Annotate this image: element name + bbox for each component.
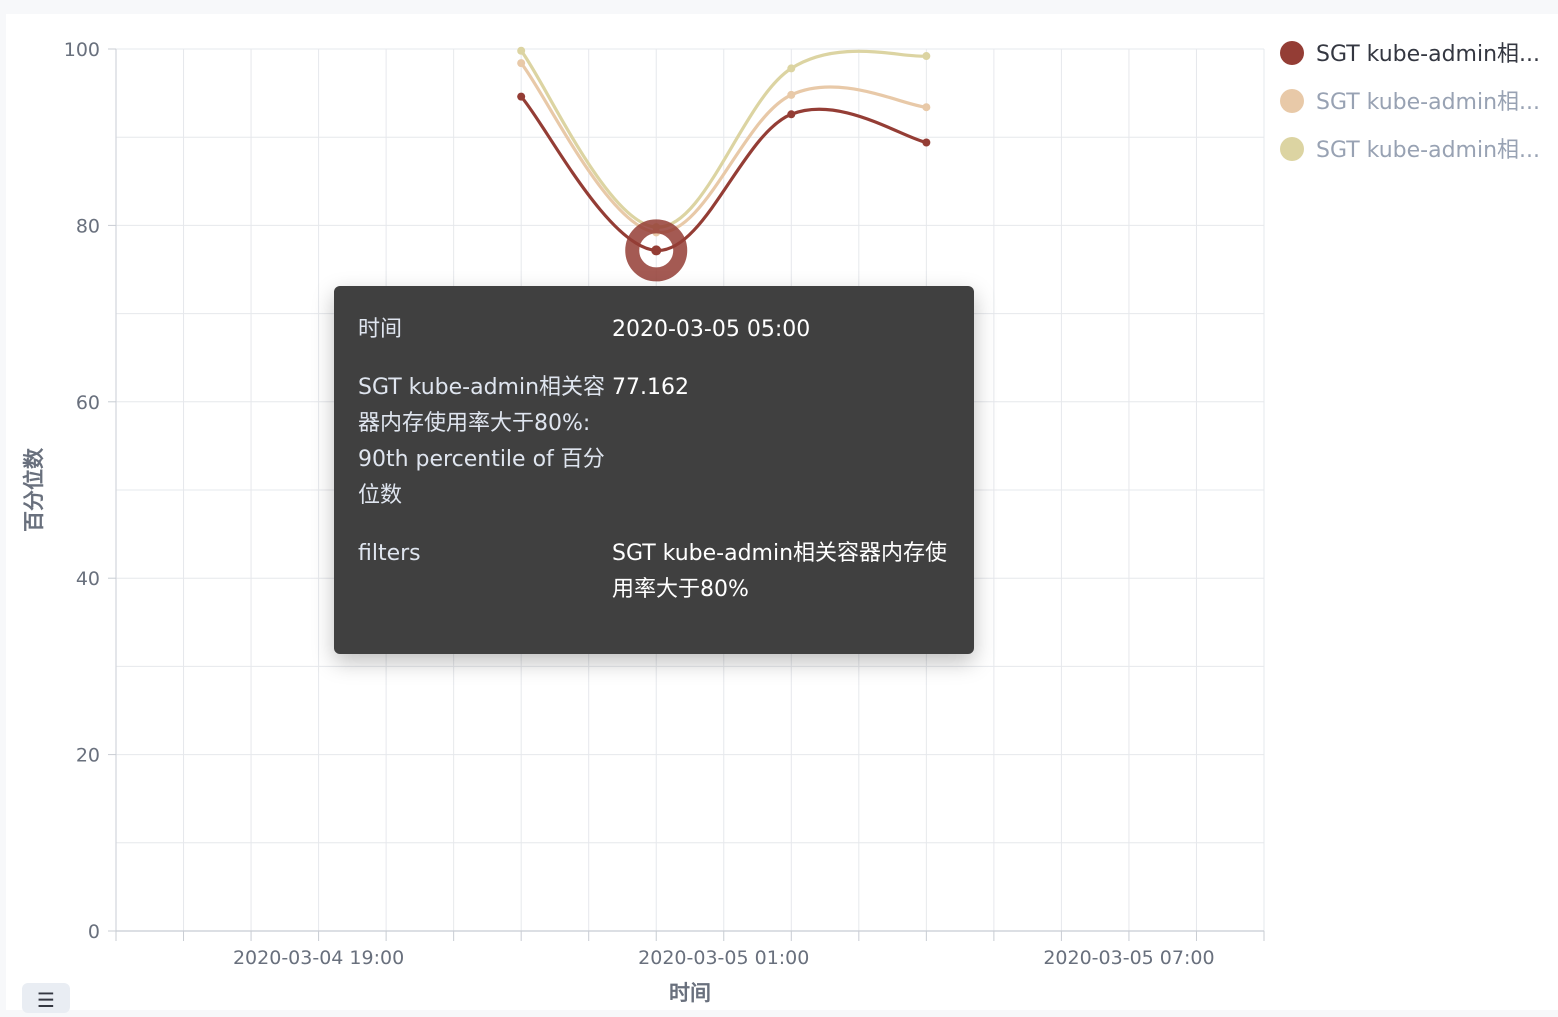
tooltip-key: 时间 <box>358 317 403 342</box>
tooltip: 时间 2020-03-05 05:00 SGT kube-admin相关容器内存… <box>334 286 974 654</box>
x-tick-label: 2020-03-05 07:00 <box>1043 947 1214 969</box>
legend-swatch <box>1280 89 1304 113</box>
tooltip-value: SGT kube-admin相关容器内存使用率大于80% <box>612 541 948 602</box>
series-line <box>519 49 928 229</box>
series-line <box>519 61 928 235</box>
legend-swatch <box>1280 41 1304 65</box>
tooltip-value: 2020-03-05 05:00 <box>612 317 811 342</box>
y-tick-label: 20 <box>76 745 100 767</box>
y-tick-label: 0 <box>88 921 100 943</box>
x-tick-label: 2020-03-05 01:00 <box>638 947 809 969</box>
tooltip-key: filters <box>358 541 421 566</box>
tooltip-row-series: SGT kube-admin相关容器内存使用率大于80%: 90th perce… <box>358 370 950 514</box>
highlight-point <box>651 245 662 256</box>
tooltip-key: SGT kube-admin相关容器内存使用率大于80%: 90th perce… <box>358 375 606 508</box>
legend-label: SGT kube-admin相... <box>1316 42 1540 67</box>
legend-label: SGT kube-admin相... <box>1316 138 1540 163</box>
y-tick-label: 60 <box>76 392 100 414</box>
data-point <box>922 52 931 61</box>
tooltip-row-filters: filters SGT kube-admin相关容器内存使用率大于80% <box>358 536 950 608</box>
data-point <box>787 90 796 99</box>
data-point <box>517 46 526 55</box>
series-line <box>519 95 928 253</box>
x-axis-title: 时间 <box>669 981 711 1005</box>
chart-axes: 0 20 40 60 80 100 2020-03-04 19:00 2020-03-05 0… <box>22 39 1265 1005</box>
data-point <box>517 59 526 68</box>
list-icon: ☰ <box>37 988 55 1012</box>
legend-toggle-button[interactable]: ☰ <box>22 983 70 1013</box>
chart-series <box>517 46 931 282</box>
legend-label: SGT kube-admin相... <box>1316 90 1540 115</box>
y-tick-label: 40 <box>76 568 100 590</box>
legend-swatch <box>1280 137 1304 161</box>
highlight-ring <box>625 219 688 282</box>
data-point <box>922 103 931 112</box>
data-point <box>787 110 796 119</box>
x-tick-label: 2020-03-04 19:00 <box>233 947 404 969</box>
tooltip-value: 77.162 <box>612 375 689 400</box>
y-tick-label: 100 <box>64 39 100 61</box>
data-point <box>787 64 796 73</box>
tooltip-row-time: 时间 2020-03-05 05:00 <box>358 312 950 348</box>
y-tick-label: 80 <box>76 215 100 237</box>
chart-legend: SGT kube-admin相... SGT kube-admin相... SGT … <box>1280 41 1540 163</box>
y-axis-title: 百分位数 <box>22 447 46 532</box>
data-point <box>922 138 931 147</box>
data-point <box>517 92 526 101</box>
